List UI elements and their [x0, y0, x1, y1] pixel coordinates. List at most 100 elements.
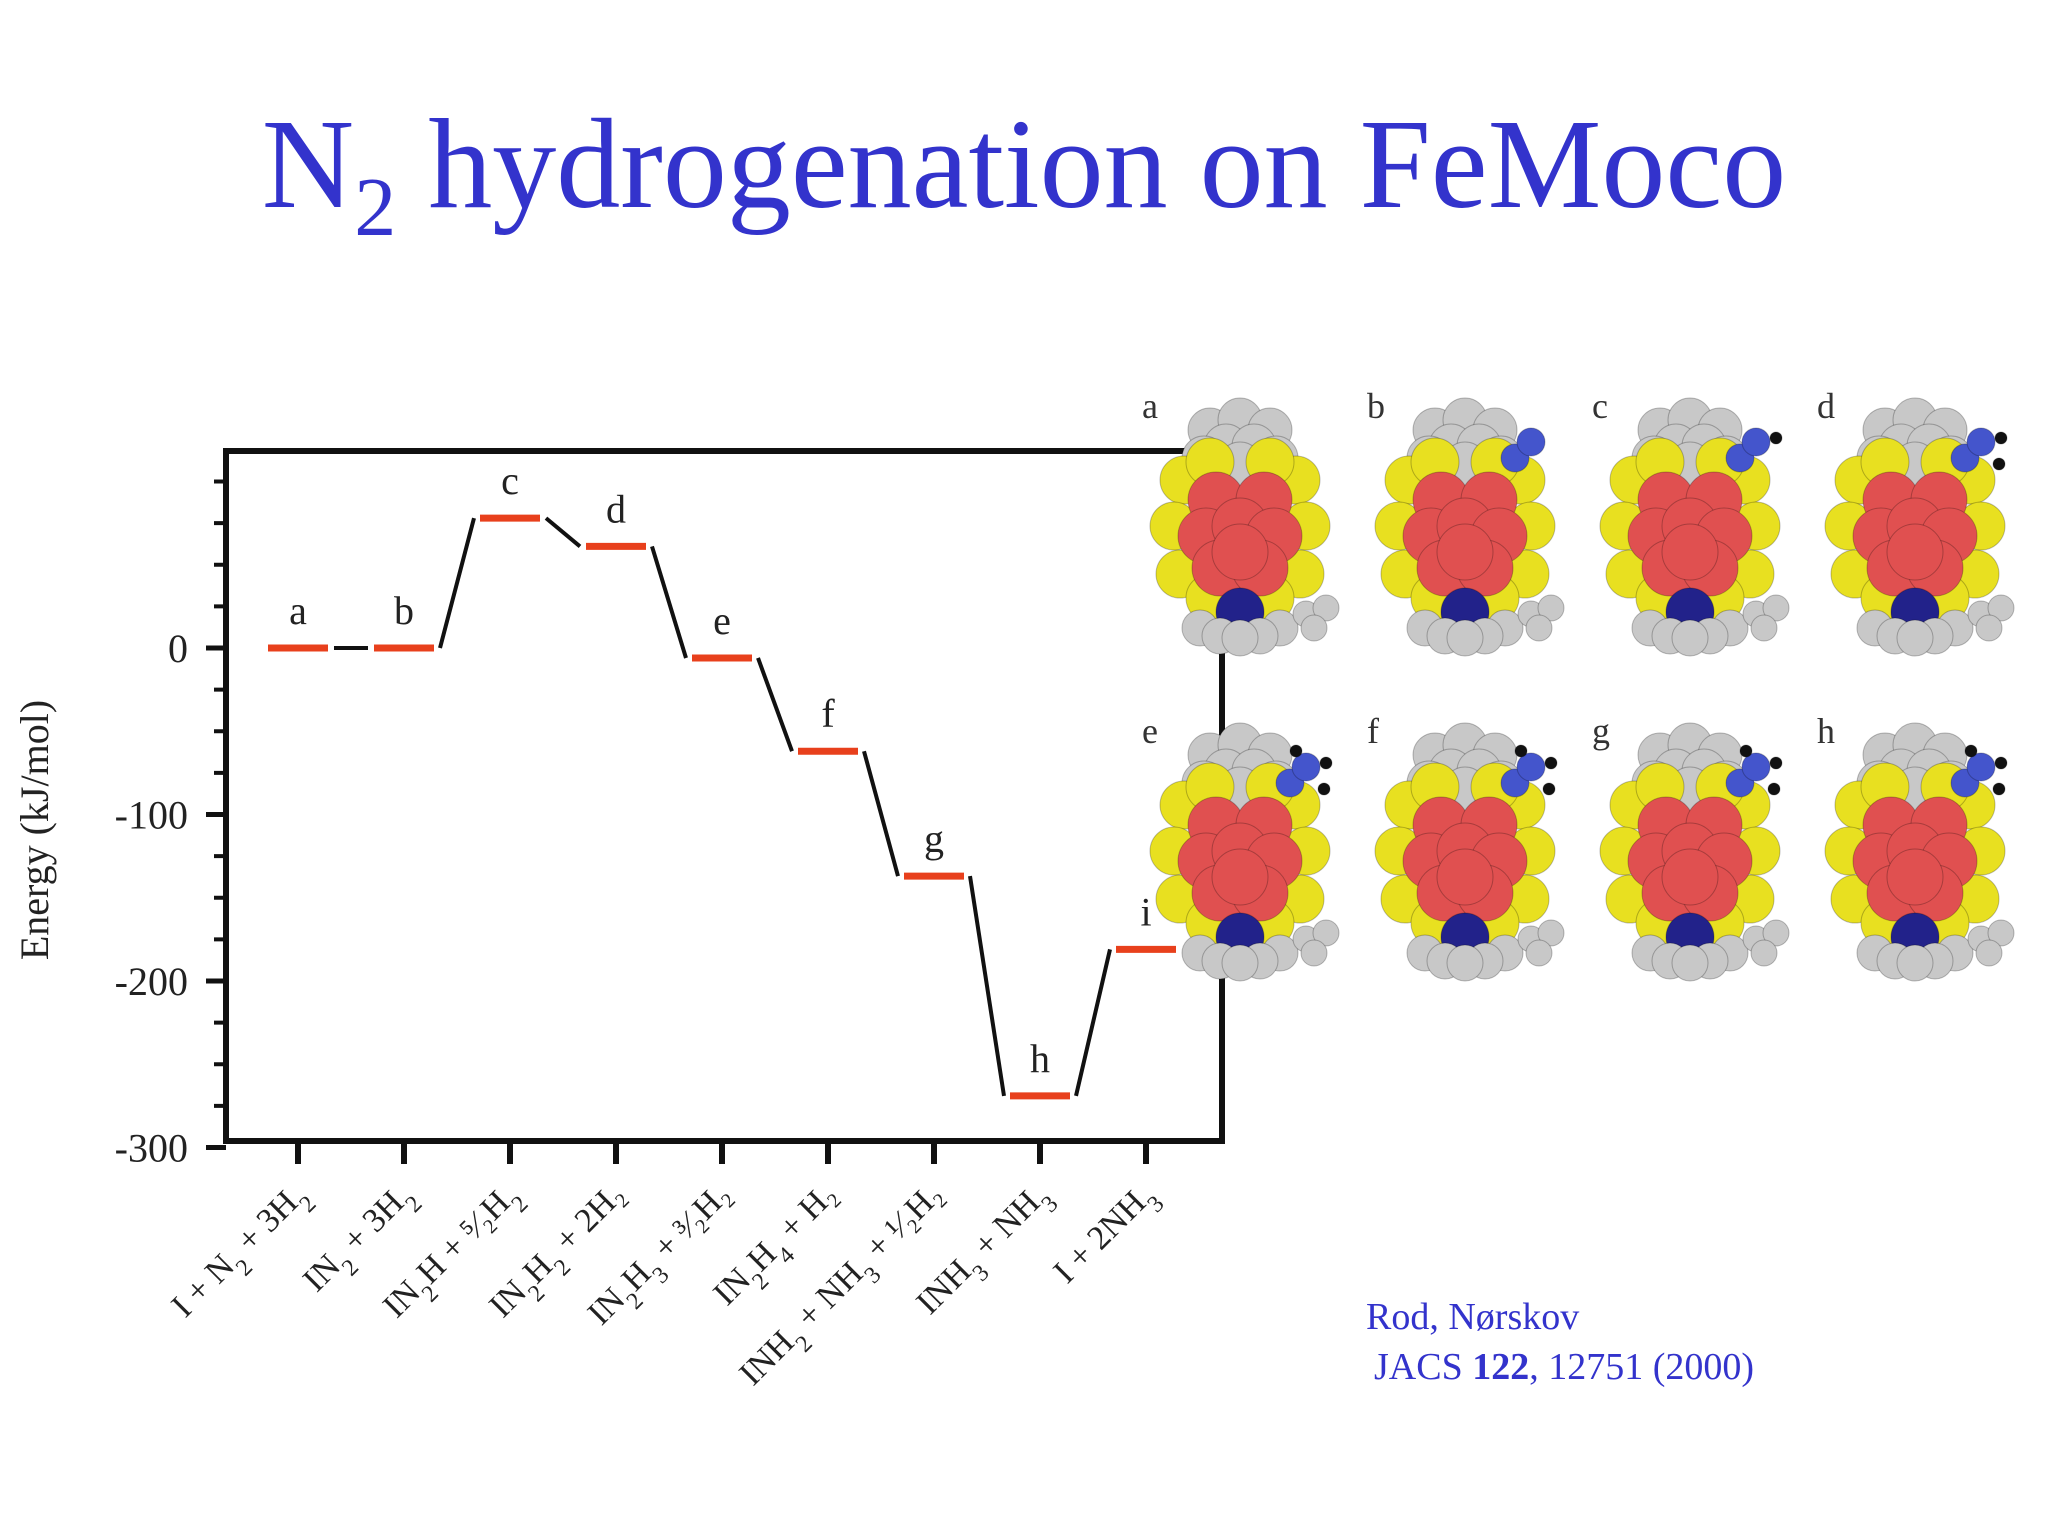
- hydrogen-atom: [1542, 782, 1556, 796]
- structure-label-d: d: [1817, 386, 1835, 426]
- hydrogen-atom: [1537, 594, 1565, 622]
- citation: Rod, Nørskov JACS 122, 12751 (2000): [1366, 1292, 1754, 1392]
- hydrogen-atom: [1544, 756, 1558, 770]
- connector-line: [1074, 948, 1112, 1097]
- nitrogen-atom: [1516, 427, 1546, 457]
- state-label-c: c: [501, 458, 519, 503]
- structure-label-a: a: [1142, 386, 1158, 426]
- carbon-atom: [1671, 944, 1709, 982]
- carbon-atom: [1671, 619, 1709, 657]
- hydrogen-atom: [1514, 744, 1528, 758]
- nitrogen-atom: [1741, 752, 1771, 782]
- structure-panel-b: b: [1367, 386, 1565, 657]
- hydrogen-atom: [1769, 431, 1783, 445]
- connector-line: [756, 657, 794, 752]
- hydrogen-atom: [1975, 939, 2003, 967]
- citation-journal: JACS: [1374, 1346, 1463, 1388]
- hydrogen-atom: [1987, 919, 2015, 947]
- citation-authors: Rod, Nørskov: [1366, 1296, 1580, 1338]
- state-label-b: b: [394, 588, 414, 633]
- iron-atom: [1661, 848, 1719, 906]
- hydrogen-atom: [1317, 782, 1331, 796]
- carbon-atom: [1896, 944, 1934, 982]
- citation-reference: JACS 122, 12751 (2000): [1374, 1342, 1754, 1392]
- structure-label-e: e: [1142, 711, 1158, 751]
- y-axis-label: Energy (kJ/mol): [12, 700, 57, 960]
- hydrogen-atom: [1762, 594, 1790, 622]
- structure-panel-d: d: [1817, 386, 2015, 657]
- hydrogen-atom: [1762, 919, 1790, 947]
- hydrogen-atom: [1300, 939, 1328, 967]
- hydrogen-atom: [1994, 756, 2008, 770]
- state-label-g: g: [924, 816, 944, 861]
- iron-atom: [1211, 848, 1269, 906]
- iron-atom: [1436, 848, 1494, 906]
- connector-line: [968, 875, 1006, 1097]
- page-title: N2 hydrogenation on FeMoco: [0, 100, 2048, 250]
- hydrogen-atom: [1525, 939, 1553, 967]
- state-label-a: a: [289, 588, 307, 633]
- iron-atom: [1886, 523, 1944, 581]
- energy-levels: [268, 514, 1176, 1100]
- nitrogen-atom: [1966, 427, 1996, 457]
- hydrogen-atom: [1964, 744, 1978, 758]
- connectors: [334, 516, 1112, 1097]
- state-label-i: i: [1140, 889, 1151, 934]
- hydrogen-atom: [1537, 919, 1565, 947]
- connector-line: [862, 750, 900, 877]
- state-label-h: h: [1030, 1036, 1050, 1081]
- hydrogen-atom: [1739, 744, 1753, 758]
- hydrogen-atom: [1312, 919, 1340, 947]
- connector-line: [544, 516, 582, 548]
- y-tick-label: -300: [115, 1126, 188, 1171]
- structure-label-g: g: [1592, 711, 1610, 751]
- carbon-atom: [1221, 619, 1259, 657]
- structure-panel-a: a: [1142, 386, 1340, 657]
- hydrogen-atom: [1769, 756, 1783, 770]
- nitrogen-atom: [1291, 752, 1321, 782]
- structure-label-h: h: [1817, 711, 1835, 751]
- nitrogen-atom: [1516, 752, 1546, 782]
- citation-pages-year: , 12751 (2000): [1529, 1346, 1755, 1388]
- iron-atom: [1661, 523, 1719, 581]
- nitrogen-atom: [1741, 427, 1771, 457]
- hydrogen-atom: [1987, 594, 2015, 622]
- citation-volume: 122: [1472, 1346, 1530, 1388]
- hydrogen-atom: [1289, 744, 1303, 758]
- hydrogen-atom: [1750, 939, 1778, 967]
- state-label-f: f: [821, 691, 835, 736]
- connector-line: [438, 517, 476, 649]
- hydrogen-atom: [1992, 457, 2006, 471]
- structure-panel-g: g: [1592, 711, 1790, 982]
- hydrogen-atom: [1525, 614, 1553, 642]
- carbon-atom: [1896, 619, 1934, 657]
- y-tick-label: -200: [115, 959, 188, 1004]
- x-axis: [295, 1144, 1149, 1164]
- title-rest: hydrogenation on FeMoco: [396, 93, 1787, 235]
- carbon-atom: [1446, 944, 1484, 982]
- state-labels: a b c d e f g h i: [289, 458, 1151, 1081]
- iron-atom: [1436, 523, 1494, 581]
- state-label-d: d: [606, 486, 626, 531]
- state-label-e: e: [713, 598, 731, 643]
- y-tick-label: -100: [115, 793, 188, 838]
- iron-atom: [1211, 523, 1269, 581]
- title-subscript: 2: [354, 161, 397, 254]
- nitrogen-atom: [1966, 752, 1996, 782]
- y-tick-label: 0: [168, 626, 188, 671]
- hydrogen-atom: [1992, 782, 2006, 796]
- hydrogen-atom: [1975, 614, 2003, 642]
- hydrogen-atom: [1300, 614, 1328, 642]
- hydrogen-atom: [1994, 431, 2008, 445]
- iron-atom: [1886, 848, 1944, 906]
- hydrogen-atom: [1767, 782, 1781, 796]
- y-axis: 0 -100 -200 -300: [115, 479, 226, 1171]
- hydrogen-atom: [1319, 756, 1333, 770]
- structure-label-c: c: [1592, 386, 1608, 426]
- hydrogen-atom: [1312, 594, 1340, 622]
- connector-line: [650, 545, 688, 659]
- structure-panel-h: h: [1817, 711, 2015, 982]
- structure-label-f: f: [1367, 711, 1379, 751]
